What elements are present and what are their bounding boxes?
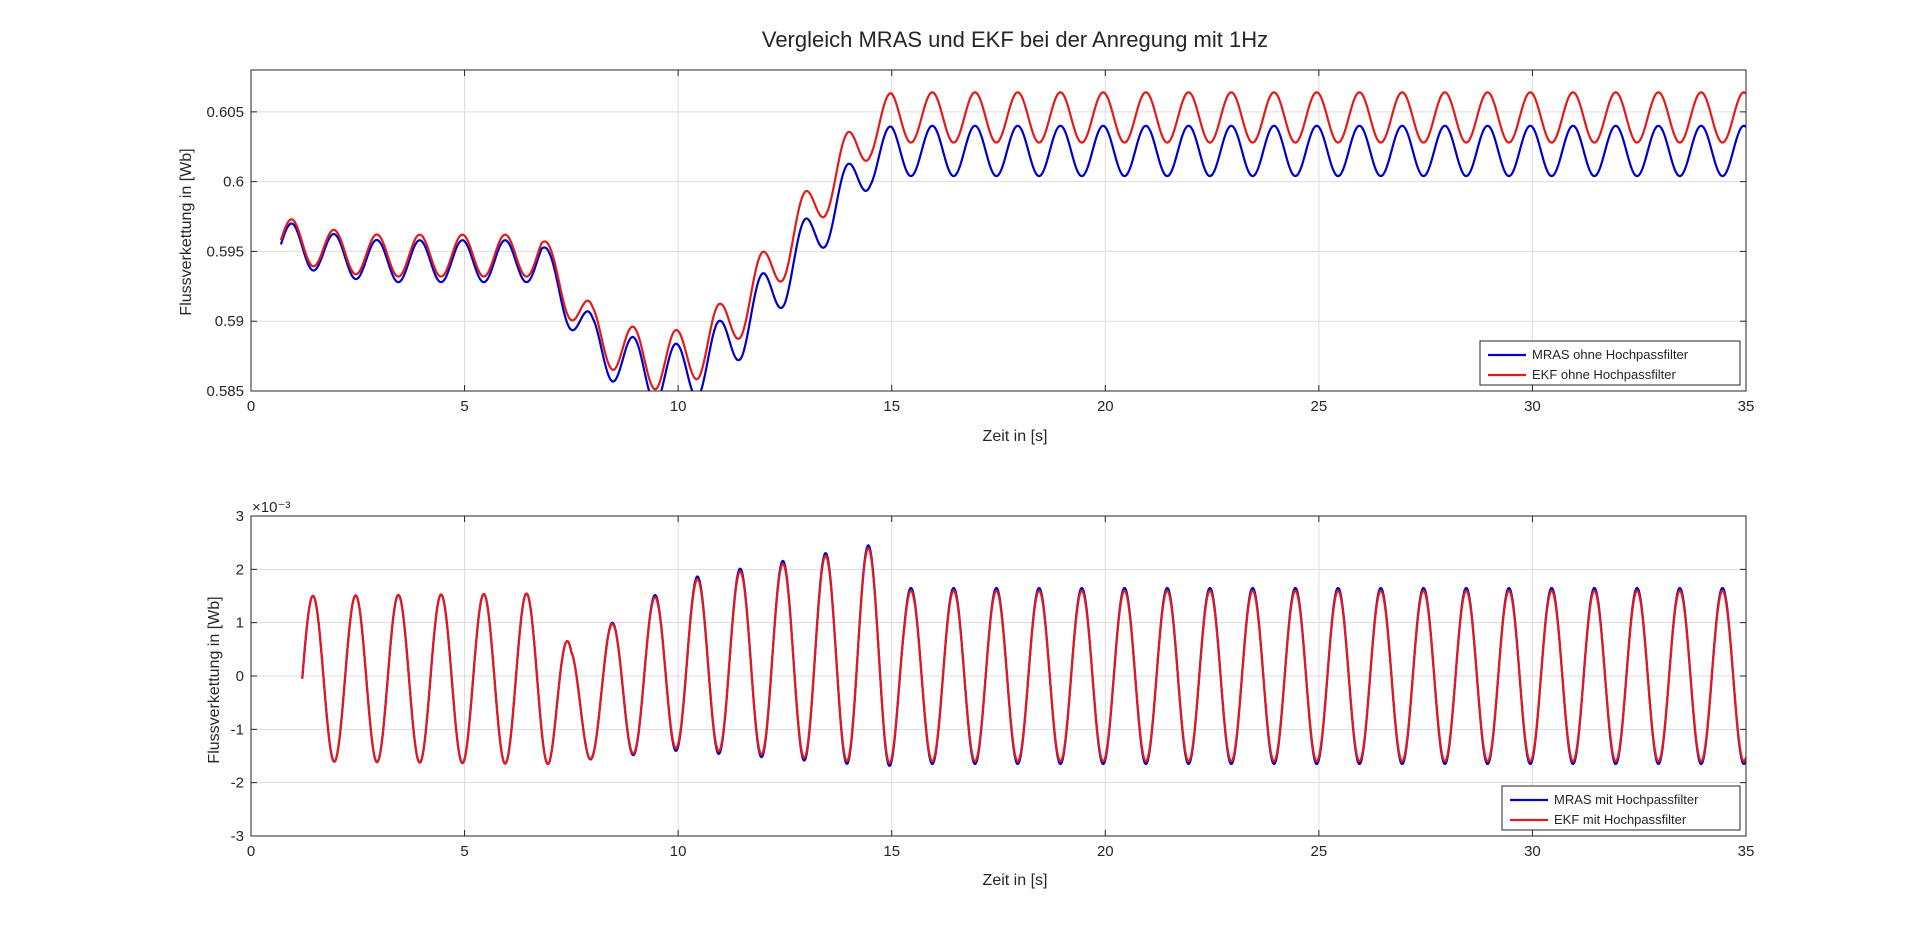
legend-entry-label: MRAS ohne Hochpassfilter xyxy=(1532,347,1689,362)
y-tick-label: 3 xyxy=(236,508,244,525)
x-axis-label-bottom: Zeit in [s] xyxy=(983,872,1048,889)
legend: MRAS mit Hochpassfilter EKF mit Hochpassf… xyxy=(1501,785,1741,831)
subplot-top: Zeit in [s] Flussverkettung in [Wb] 0 5 10… xyxy=(178,69,1755,445)
legend-box xyxy=(1479,340,1741,386)
y-axis-label-top: Flussverkettung in [Wb] xyxy=(178,148,195,315)
y-tick-label: -1 xyxy=(231,721,244,738)
x-tick-label: 10 xyxy=(670,843,687,860)
y-tick-label: 2 xyxy=(236,561,244,578)
x-tick-label: 35 xyxy=(1738,843,1755,860)
legend-entry-label: MRAS mit Hochpassfilter xyxy=(1554,792,1699,807)
x-tick-label: 20 xyxy=(1097,398,1114,415)
y-tick-label: -2 xyxy=(231,775,244,792)
x-tick-label: 10 xyxy=(670,398,687,415)
subplot-bottom: Zeit in [s] Flussverkettung in [Wb] ×10⁻… xyxy=(206,499,1754,889)
y-tick-label: -3 xyxy=(231,828,244,845)
plot-area xyxy=(251,70,1746,391)
x-tick-label: 20 xyxy=(1097,843,1114,860)
legend-entry-label: EKF mit Hochpassfilter xyxy=(1554,812,1687,827)
series-line-ekf xyxy=(301,546,1746,766)
y-tick-label: 0.59 xyxy=(215,313,244,330)
x-tick-label: 25 xyxy=(1311,843,1328,860)
x-tick-label: 30 xyxy=(1524,843,1541,860)
x-tick-label: 5 xyxy=(460,843,468,860)
figure-title: Vergleich MRAS und EKF bei der Anregung … xyxy=(762,27,1268,52)
y-tick-label: 0 xyxy=(236,668,244,685)
legend-entry-label: EKF ohne Hochpassfilter xyxy=(1532,367,1676,382)
x-tick-label: 15 xyxy=(883,398,900,415)
legend-box xyxy=(1501,785,1741,831)
y-tick-label: 0.595 xyxy=(206,243,244,260)
x-tick-label: 15 xyxy=(883,843,900,860)
x-tick-label: 0 xyxy=(247,843,255,860)
x-tick-label: 5 xyxy=(460,398,468,415)
series-line-mras xyxy=(279,124,1746,391)
x-tick-label: 0 xyxy=(247,398,255,415)
legend: MRAS ohne Hochpassfilter EKF ohne Hochpas… xyxy=(1479,340,1741,386)
x-tick-label: 25 xyxy=(1311,398,1328,415)
y-axis-label-bottom: Flussverkettung in [Wb] xyxy=(206,596,223,763)
y-axis-exponent-bottom: ×10⁻³ xyxy=(252,499,290,516)
y-tick-label: 0.585 xyxy=(206,383,244,400)
series-line-ekf xyxy=(279,91,1746,391)
y-tick-label: 1 xyxy=(236,615,244,632)
y-tick-label: 0.6 xyxy=(223,174,244,191)
axes-box xyxy=(250,69,1747,392)
x-axis-label-top: Zeit in [s] xyxy=(983,428,1048,445)
y-tick-label: 0.605 xyxy=(206,104,244,121)
x-tick-label: 35 xyxy=(1738,398,1755,415)
x-tick-label: 30 xyxy=(1524,398,1541,415)
